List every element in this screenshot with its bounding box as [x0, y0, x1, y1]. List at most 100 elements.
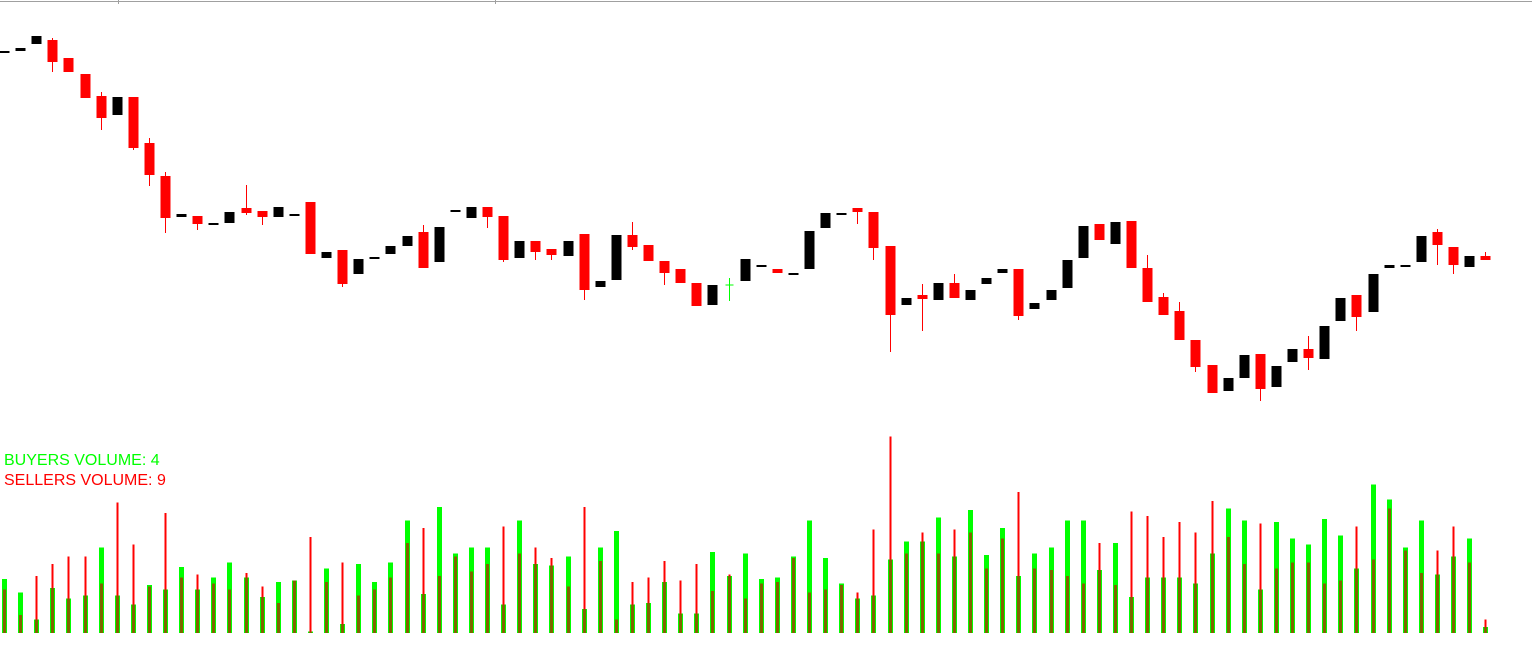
candle-body — [321, 252, 332, 258]
candle-body — [192, 216, 203, 224]
sellers-bar — [309, 537, 312, 633]
legend-label: BUYERS VOLUME: 4 — [4, 452, 160, 469]
volume-overlap — [840, 585, 843, 633]
candle-body — [369, 257, 380, 259]
candle-body — [1190, 340, 1201, 367]
volume-overlap — [1307, 562, 1310, 633]
volume-overlap — [35, 619, 38, 633]
volume-overlap — [341, 624, 344, 633]
sellers-bar — [679, 580, 682, 633]
candle-body — [305, 202, 316, 254]
candle-body — [208, 223, 219, 225]
volume-overlap — [1098, 570, 1101, 633]
volume-overlap — [1452, 556, 1455, 633]
volume-overlap — [792, 558, 795, 633]
volume-overlap — [889, 559, 892, 633]
volume-overlap — [422, 594, 425, 633]
candle-body — [1013, 269, 1024, 316]
volume-overlap — [1388, 508, 1391, 633]
candle-body — [579, 234, 590, 290]
candle-body — [96, 96, 107, 118]
sellers-bar — [1146, 516, 1149, 633]
candle-body — [981, 278, 992, 284]
volume-overlap — [100, 583, 103, 633]
candle-body — [643, 245, 654, 261]
candle-body — [1416, 236, 1427, 262]
sellers-bar — [502, 526, 505, 633]
volume-overlap — [502, 604, 505, 633]
candle-body — [1335, 298, 1346, 321]
candle-body — [1174, 311, 1185, 340]
volume-overlap — [1114, 585, 1117, 633]
candle-body — [933, 283, 944, 300]
candle-body — [563, 241, 574, 256]
volume-overlap — [1178, 577, 1181, 633]
candle-body — [31, 36, 42, 44]
volume-overlap — [3, 589, 6, 633]
candle-body — [385, 246, 396, 254]
candle-body — [1029, 303, 1040, 309]
volume-overlap — [1484, 627, 1487, 633]
volume-overlap — [373, 589, 376, 633]
candle-body — [659, 261, 670, 273]
candle-body — [836, 213, 847, 215]
sellers-bar — [1194, 532, 1197, 633]
volume-overlap — [1420, 573, 1423, 633]
volume-overlap — [776, 582, 779, 633]
candle-body — [466, 207, 477, 218]
sellers-bar — [889, 436, 892, 633]
volume-overlap — [1243, 564, 1246, 633]
candle-body — [1158, 297, 1169, 315]
buyers-bar — [614, 531, 619, 633]
candle-body — [868, 212, 879, 248]
volume-overlap — [760, 583, 763, 633]
candle-body — [273, 207, 284, 217]
volume-overlap — [325, 582, 328, 633]
sellers-bar — [1259, 523, 1262, 633]
candle-body — [707, 285, 718, 305]
volume-overlap — [357, 595, 360, 633]
candle-body — [756, 265, 767, 267]
volume-overlap — [856, 598, 859, 633]
volume-overlap — [164, 589, 167, 633]
candle-body — [1110, 222, 1121, 244]
volume-overlap — [1194, 583, 1197, 633]
volume-overlap — [196, 589, 199, 633]
volume-overlap — [51, 588, 54, 633]
volume-overlap — [1468, 562, 1471, 633]
candle-body — [1384, 265, 1395, 268]
volume-overlap — [116, 595, 119, 633]
volume-overlap — [824, 589, 827, 633]
legend-label: SELLERS VOLUME: 9 — [4, 472, 166, 489]
candle-body — [917, 295, 928, 299]
sellers-bar — [116, 502, 119, 633]
volume-overlap — [1339, 580, 1342, 633]
volume-overlap — [808, 592, 811, 633]
candle-body — [1142, 268, 1153, 302]
candle-body — [804, 231, 815, 269]
volume-overlap — [985, 568, 988, 633]
candle-body — [1480, 256, 1491, 260]
candle-body — [691, 283, 702, 306]
sellers-bar — [583, 507, 586, 633]
candle-body — [788, 273, 799, 275]
volume-overlap — [663, 582, 666, 633]
volume-overlap — [277, 603, 280, 633]
volume-overlap — [567, 586, 570, 633]
volume-overlap — [1275, 568, 1278, 633]
volume-overlap — [454, 556, 457, 633]
volume-overlap — [615, 619, 618, 633]
volume-overlap — [1001, 538, 1004, 633]
candle-body — [0, 51, 10, 53]
candle-body — [1351, 295, 1362, 317]
candle-body — [965, 290, 976, 300]
candle-body — [852, 208, 863, 212]
candle-body — [1223, 378, 1234, 391]
volume-overlap — [1033, 568, 1036, 633]
candle-body — [820, 213, 831, 228]
candle-body — [15, 48, 26, 51]
candle-body — [546, 249, 557, 255]
candle-body — [418, 232, 429, 268]
candle-body — [530, 241, 541, 252]
